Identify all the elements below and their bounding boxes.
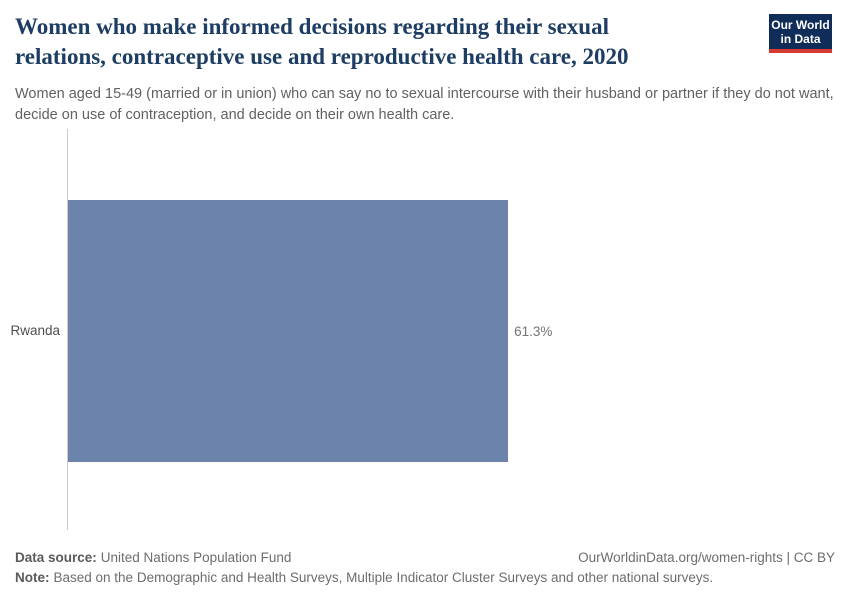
bar-value-label: 61.3% (514, 323, 553, 339)
owid-logo[interactable]: Our World in Data (769, 14, 832, 53)
bar[interactable] (68, 200, 509, 462)
attribution-link[interactable]: OurWorldinData.org/women-rights | CC BY (578, 550, 835, 565)
data-source: Data source: United Nations Population Fu… (15, 548, 291, 568)
owid-logo-line1: Our World (771, 18, 830, 32)
chart-title: Women who make informed decisions regard… (15, 14, 629, 69)
data-source-value: United Nations Population Fund (100, 550, 292, 565)
note-label: Note: (15, 570, 50, 585)
bar-track: 61.3% (68, 200, 786, 462)
entity-label-rwanda: Rwanda (10, 323, 60, 338)
chart-footer: Data source: United Nations Population Fu… (15, 548, 835, 588)
owid-logo-line2: in Data (780, 32, 821, 46)
chart-subtitle: Women aged 15-49 (married or in union) w… (15, 86, 834, 123)
data-source-label: Data source: (15, 550, 97, 565)
note-value: Based on the Demographic and Health Surv… (53, 570, 714, 585)
note: Note: Based on the Demographic and Health… (15, 568, 835, 588)
y-axis-line (67, 129, 68, 530)
